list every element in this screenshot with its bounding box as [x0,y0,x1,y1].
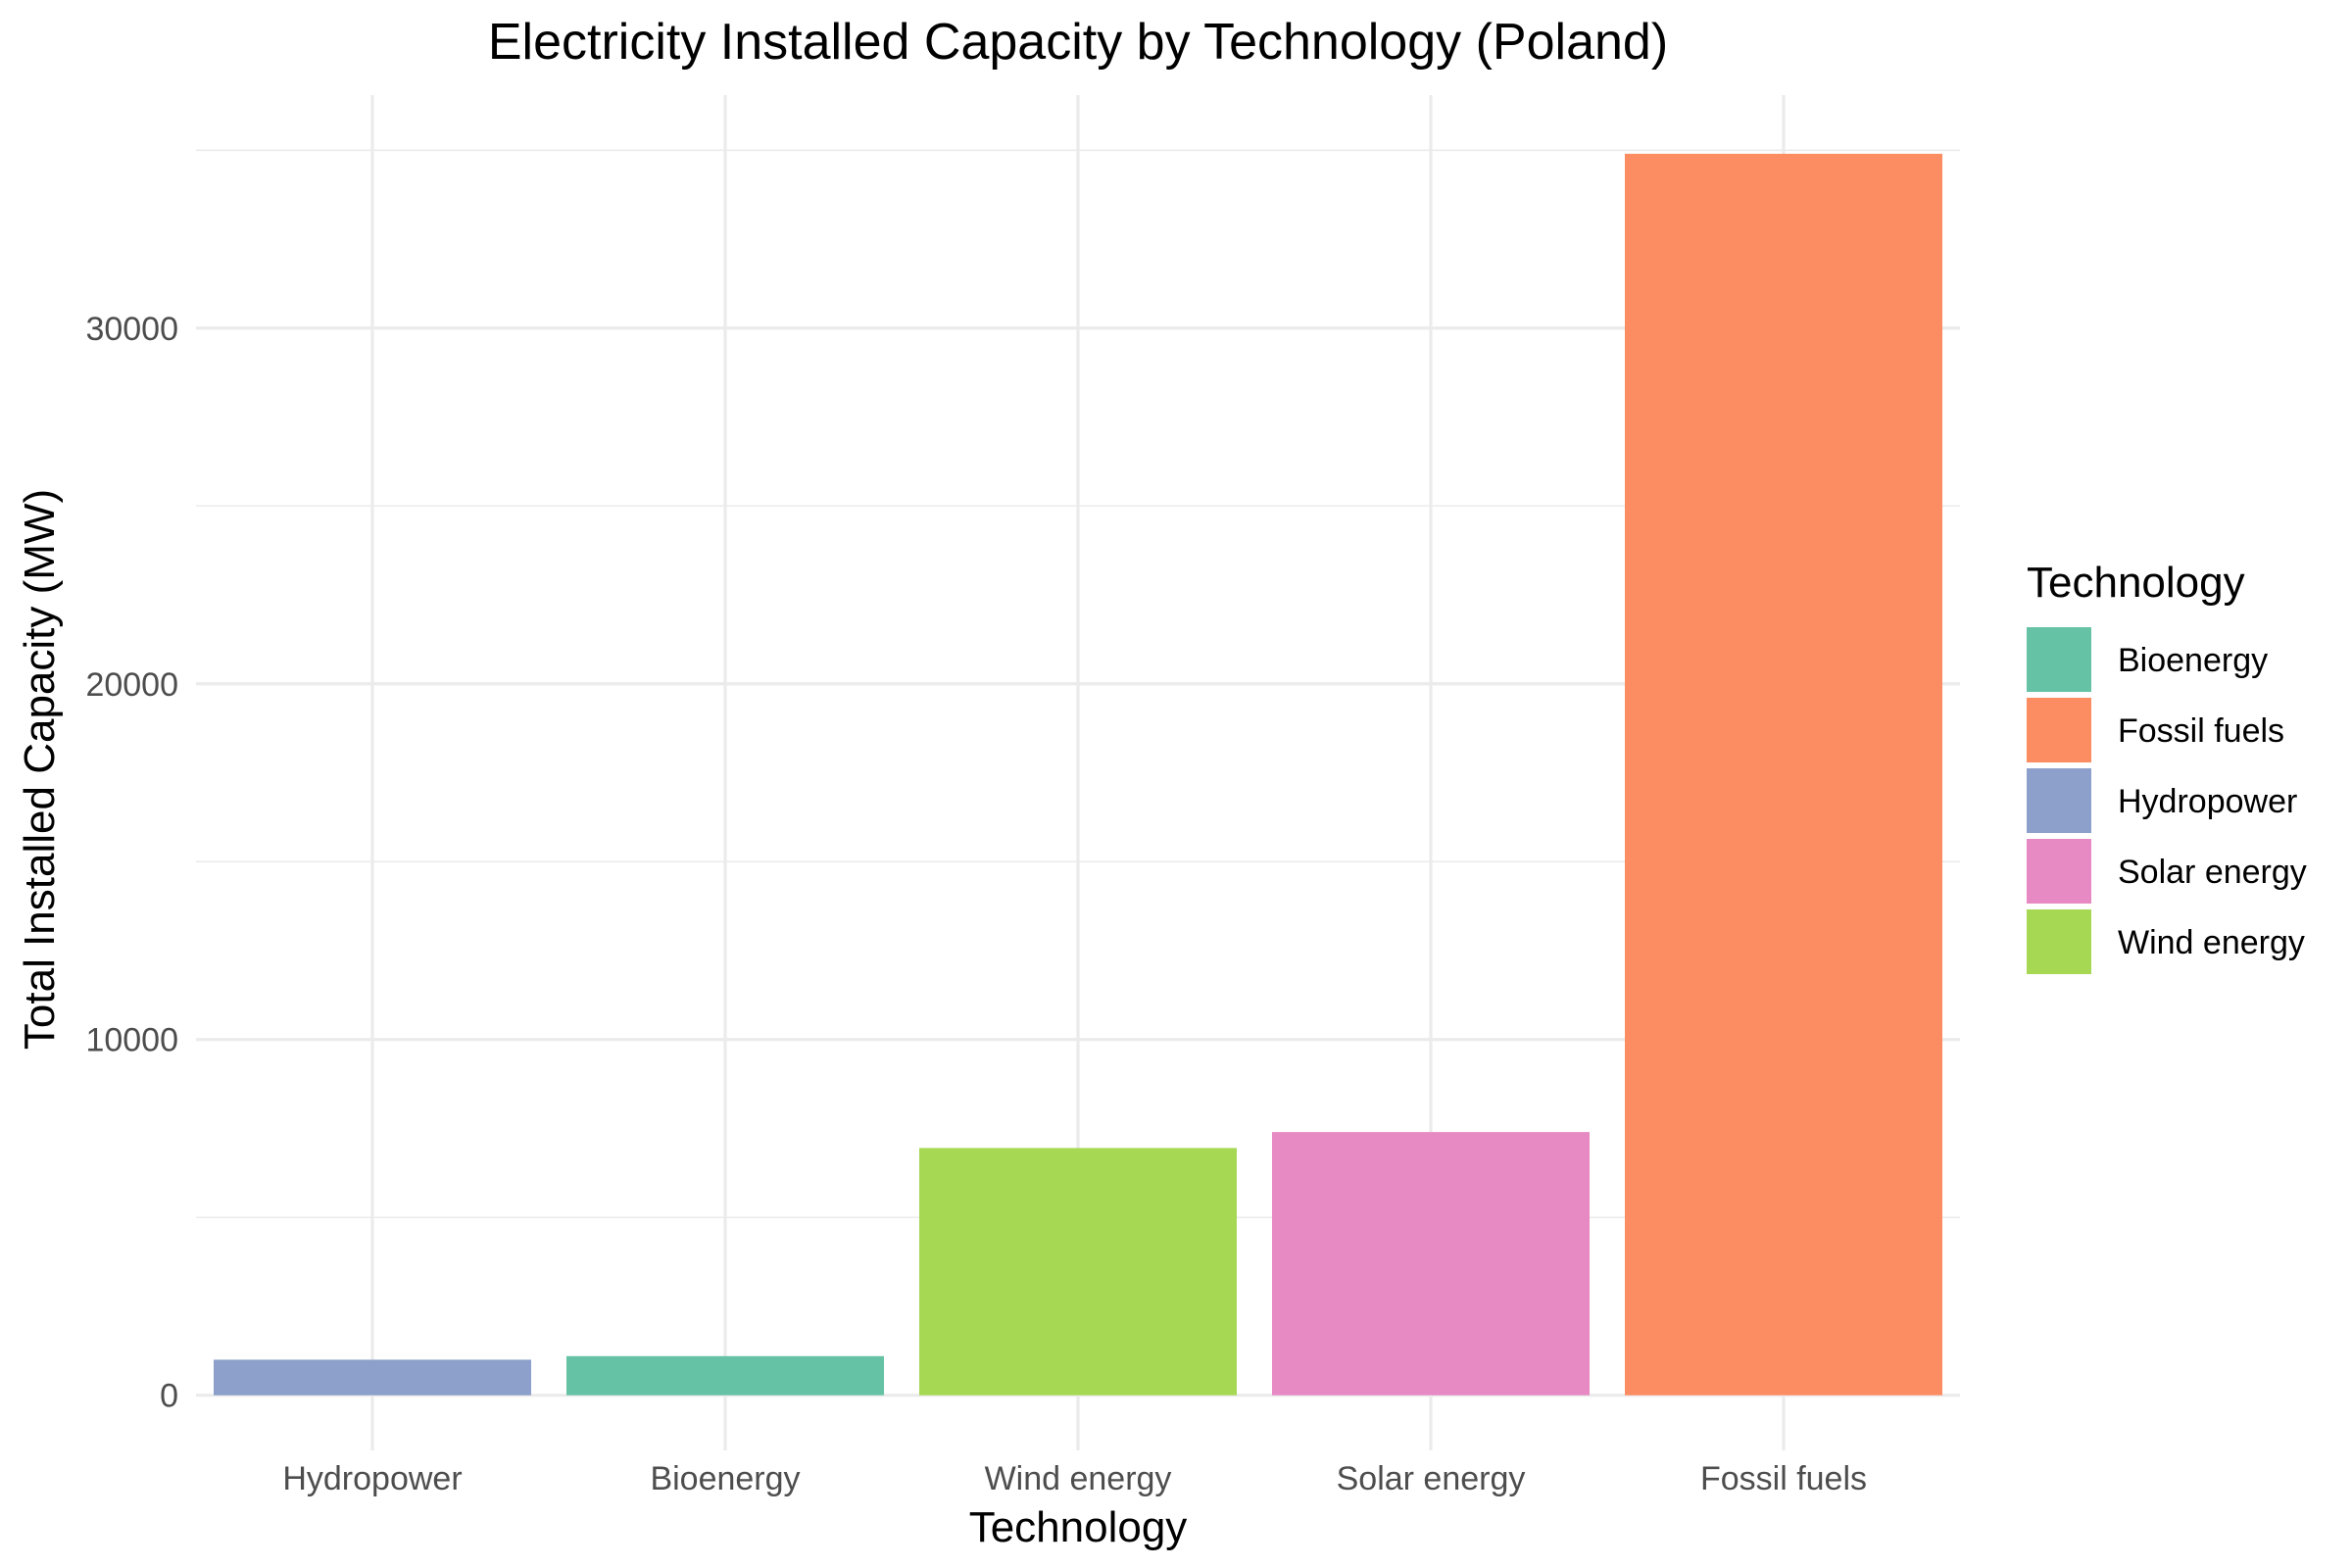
y-axis-title: Total Installed Capacity (MW) [16,489,64,1050]
x-tick-label: Wind energy [985,1460,1172,1497]
legend-label: Bioenergy [2118,642,2268,679]
x-tick-label: Bioenergy [650,1460,800,1497]
y-tick-label: 20000 [85,666,178,704]
legend-key [2027,909,2091,974]
bar-bioenergy [566,1356,884,1396]
bar-solar-energy [1272,1132,1590,1396]
legend-key [2027,698,2091,762]
bar-hydropower [214,1359,531,1395]
legend-label: Wind energy [2118,924,2305,961]
legend-key [2027,627,2091,692]
chart-title: Electricity Installed Capacity by Techno… [488,14,1668,71]
y-tick-label: 10000 [85,1022,178,1059]
x-tick-label: Solar energy [1337,1460,1526,1497]
legend-label: Hydropower [2118,783,2297,820]
legend-label: Solar energy [2118,854,2307,891]
x-axis-title: Technology [969,1503,1188,1551]
bar-wind-energy [919,1148,1237,1395]
legend-title: Technology [2027,559,2245,607]
y-tick-label: 0 [160,1378,178,1415]
legend: Technology Bioenergy Fossil fuels Hydropow… [2027,559,2307,974]
y-tick-label: 30000 [85,311,178,348]
legend-key [2027,768,2091,833]
x-tick-label: Hydropower [282,1460,462,1497]
bar-fossil-fuels [1625,154,1942,1396]
legend-label: Fossil fuels [2118,712,2284,750]
x-tick-label: Fossil fuels [1700,1460,1867,1497]
x-tick-labels: Hydropower Bioenergy Wind energy Solar ener… [282,1460,1867,1497]
legend-key [2027,839,2091,904]
y-tick-labels: 0 10000 20000 30000 [85,311,178,1415]
